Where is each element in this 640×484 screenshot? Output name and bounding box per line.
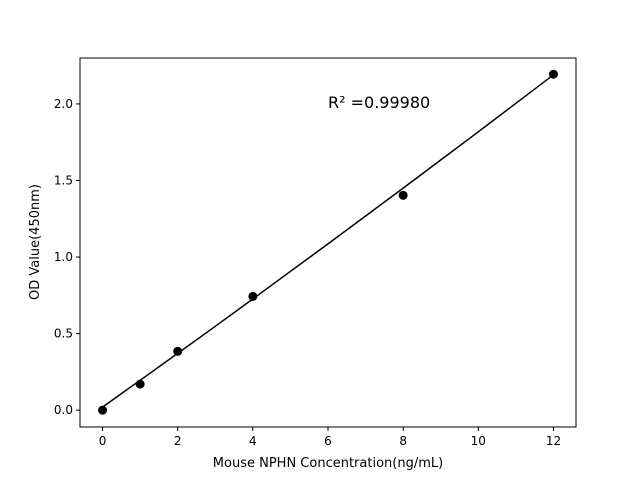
y-tick-label: 0.0 xyxy=(54,403,73,417)
y-axis-ticks: 0.0 0.5 1.0 1.5 2.0 xyxy=(54,97,80,417)
y-tick-label: 2.0 xyxy=(54,97,73,111)
y-tick-label: 0.5 xyxy=(54,327,73,341)
y-tick-label: 1.5 xyxy=(54,173,73,187)
x-axis-ticks: 0 2 4 6 8 10 12 xyxy=(99,427,561,448)
r-squared-annotation: R² =0.99980 xyxy=(328,93,430,112)
x-tick-label: 8 xyxy=(399,434,407,448)
data-point xyxy=(173,346,183,356)
data-point xyxy=(98,405,108,415)
y-tick-label: 1.0 xyxy=(54,250,73,264)
x-tick-label: 0 xyxy=(99,434,107,448)
data-point xyxy=(135,379,145,389)
x-tick-label: 12 xyxy=(546,434,561,448)
x-tick-label: 2 xyxy=(174,434,182,448)
data-point xyxy=(398,190,408,200)
x-tick-label: 6 xyxy=(324,434,332,448)
y-axis-label: OD Value(450nm) xyxy=(28,184,43,300)
x-axis-label: Mouse NPHN Concentration(ng/mL) xyxy=(213,456,443,471)
x-tick-label: 4 xyxy=(249,434,257,448)
data-points xyxy=(98,69,558,415)
x-tick-label: 10 xyxy=(471,434,486,448)
data-point xyxy=(548,69,558,79)
data-point xyxy=(248,291,258,301)
